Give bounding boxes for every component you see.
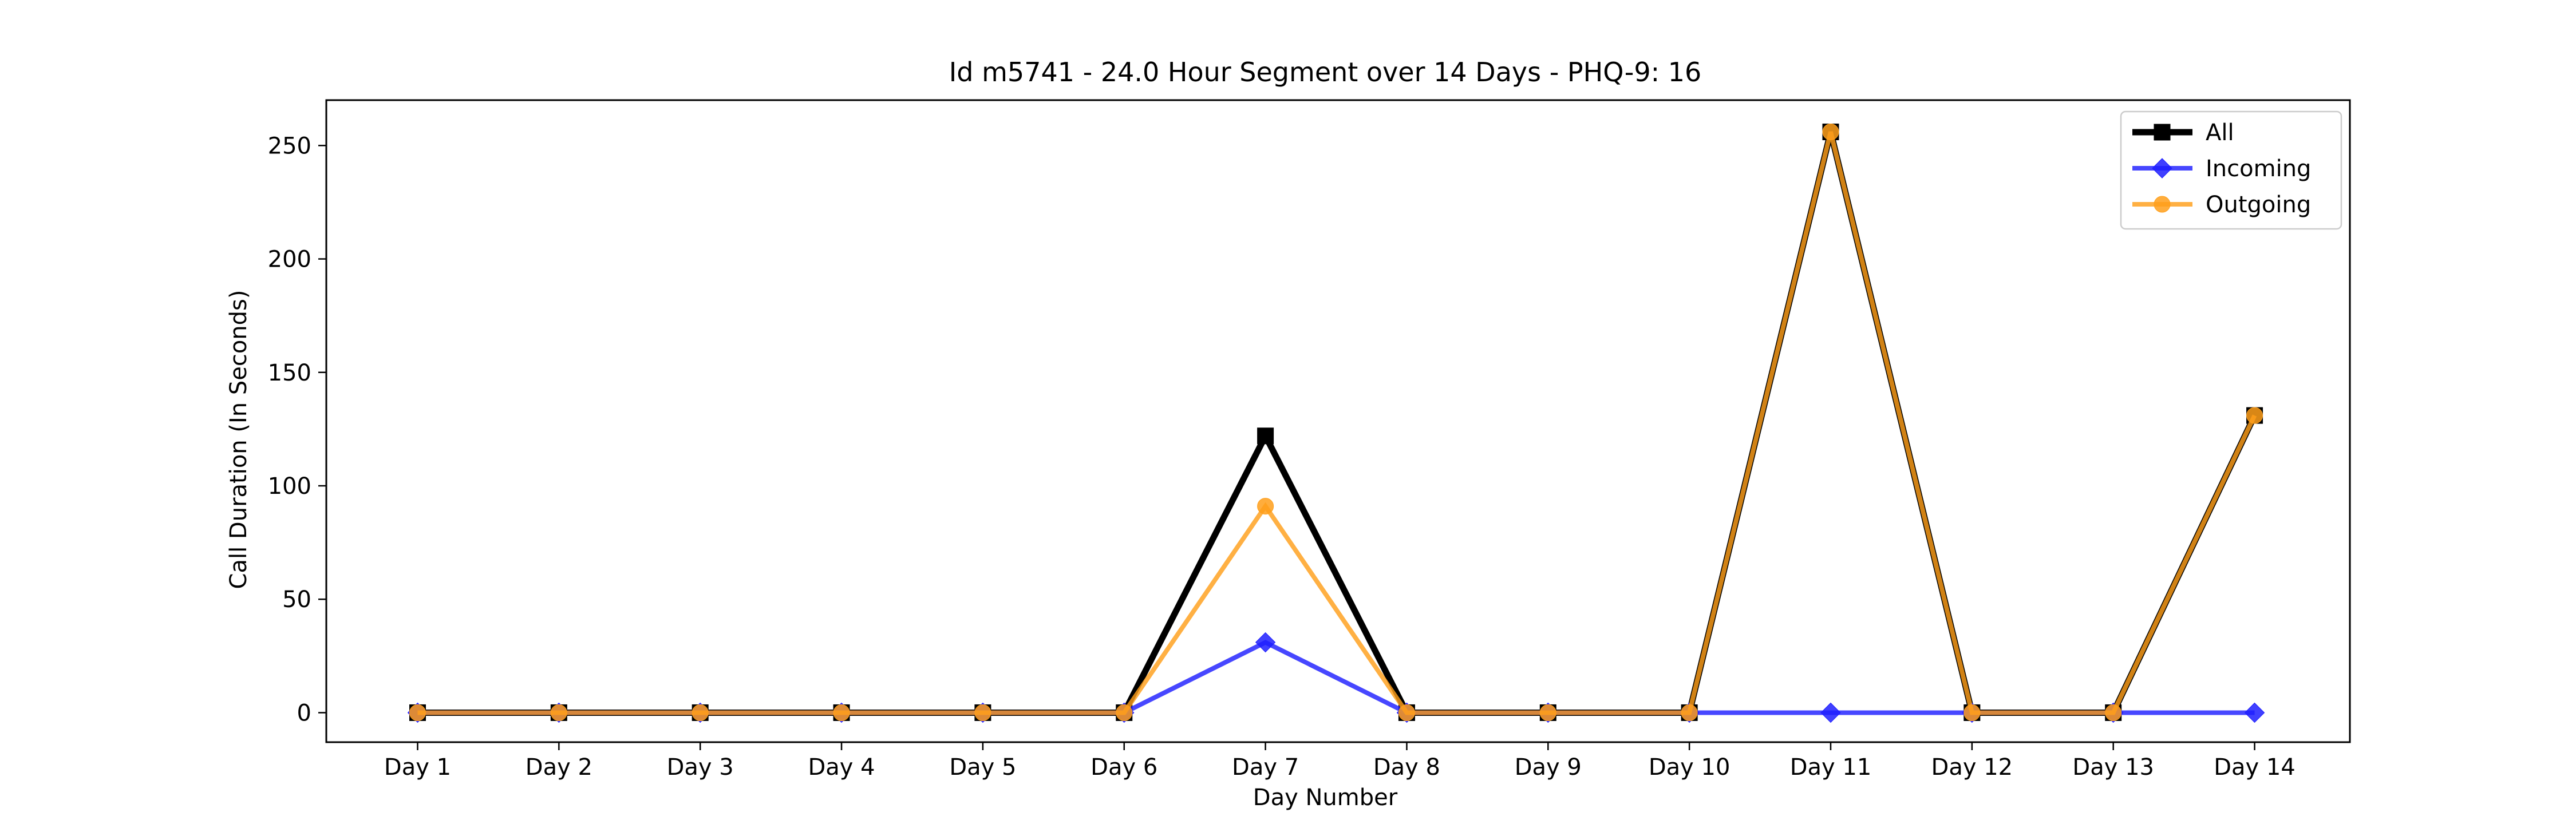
x-tick-label: Day 13	[2072, 754, 2154, 781]
x-tick-label: Day 4	[808, 754, 875, 781]
data-point-outgoing	[1398, 704, 1415, 721]
x-tick-label: Day 1	[384, 754, 451, 781]
data-point-incoming	[2244, 702, 2265, 723]
data-point-outgoing	[1963, 704, 1981, 721]
x-tick-label: Day 10	[1649, 754, 1730, 781]
legend-marker-all	[2154, 124, 2171, 141]
axes-frame	[325, 99, 2351, 743]
data-point-incoming	[1820, 702, 1841, 723]
x-tick-label: Day 7	[1232, 754, 1299, 781]
x-tick-label: Day 9	[1515, 754, 1582, 781]
plot-area: Day 1 Day 2 Day 3 Day 4 Day 5 Day 6 Day 7 Day 8…	[268, 99, 2351, 781]
data-point-outgoing	[409, 704, 426, 721]
x-tick-label: Day 8	[1373, 754, 1440, 781]
y-tick-label: 50	[282, 587, 311, 613]
y-tick-label: 0	[297, 700, 311, 726]
y-tick-label: 200	[268, 247, 311, 273]
data-point-outgoing	[1681, 704, 1698, 721]
series-line-all	[417, 131, 2258, 716]
x-tick-label: Day 2	[526, 754, 592, 781]
data-point-outgoing	[1539, 704, 1556, 721]
legend: All Incoming Outgoing	[2120, 110, 2342, 230]
data-point-outgoing	[2246, 407, 2263, 424]
data-point-all	[1257, 427, 1274, 445]
y-axis-label: Call Duration (In Seconds)	[226, 290, 252, 589]
series-line-incoming	[417, 640, 2255, 715]
data-point-outgoing	[1822, 124, 1839, 141]
series-line-outgoing	[417, 131, 2257, 715]
legend-label-all: All	[2206, 120, 2234, 146]
y-tick-label: 250	[268, 133, 311, 159]
x-tick-label: Day 5	[949, 754, 1016, 781]
data-point-outgoing	[550, 704, 567, 721]
x-axis-label: Day Number	[1253, 785, 1398, 811]
data-point-incoming	[1255, 632, 1276, 653]
x-tick-label: Day 14	[2214, 754, 2296, 781]
data-point-outgoing	[974, 704, 991, 721]
legend-marker-incoming	[2152, 158, 2172, 179]
y-tick-label: 150	[268, 360, 311, 386]
chart-title: Id m5741 - 24.0 Hour Segment over 14 Day…	[949, 57, 1702, 88]
y-tick-label: 100	[268, 473, 311, 500]
data-point-outgoing	[1116, 704, 1133, 721]
legend-label-outgoing: Outgoing	[2206, 192, 2311, 218]
x-tick-label: Day 3	[667, 754, 734, 781]
data-point-outgoing	[833, 704, 850, 721]
legend-label-incoming: Incoming	[2206, 156, 2311, 182]
legend-box	[2120, 110, 2342, 230]
x-tick-label: Day 6	[1091, 754, 1157, 781]
x-tick-label: Day 11	[1790, 754, 1872, 781]
data-point-outgoing	[2105, 704, 2122, 721]
data-point-outgoing	[692, 704, 709, 721]
x-tick-label: Day 12	[1931, 754, 2013, 781]
data-point-outgoing	[1257, 498, 1274, 515]
legend-marker-outgoing	[2154, 196, 2171, 213]
